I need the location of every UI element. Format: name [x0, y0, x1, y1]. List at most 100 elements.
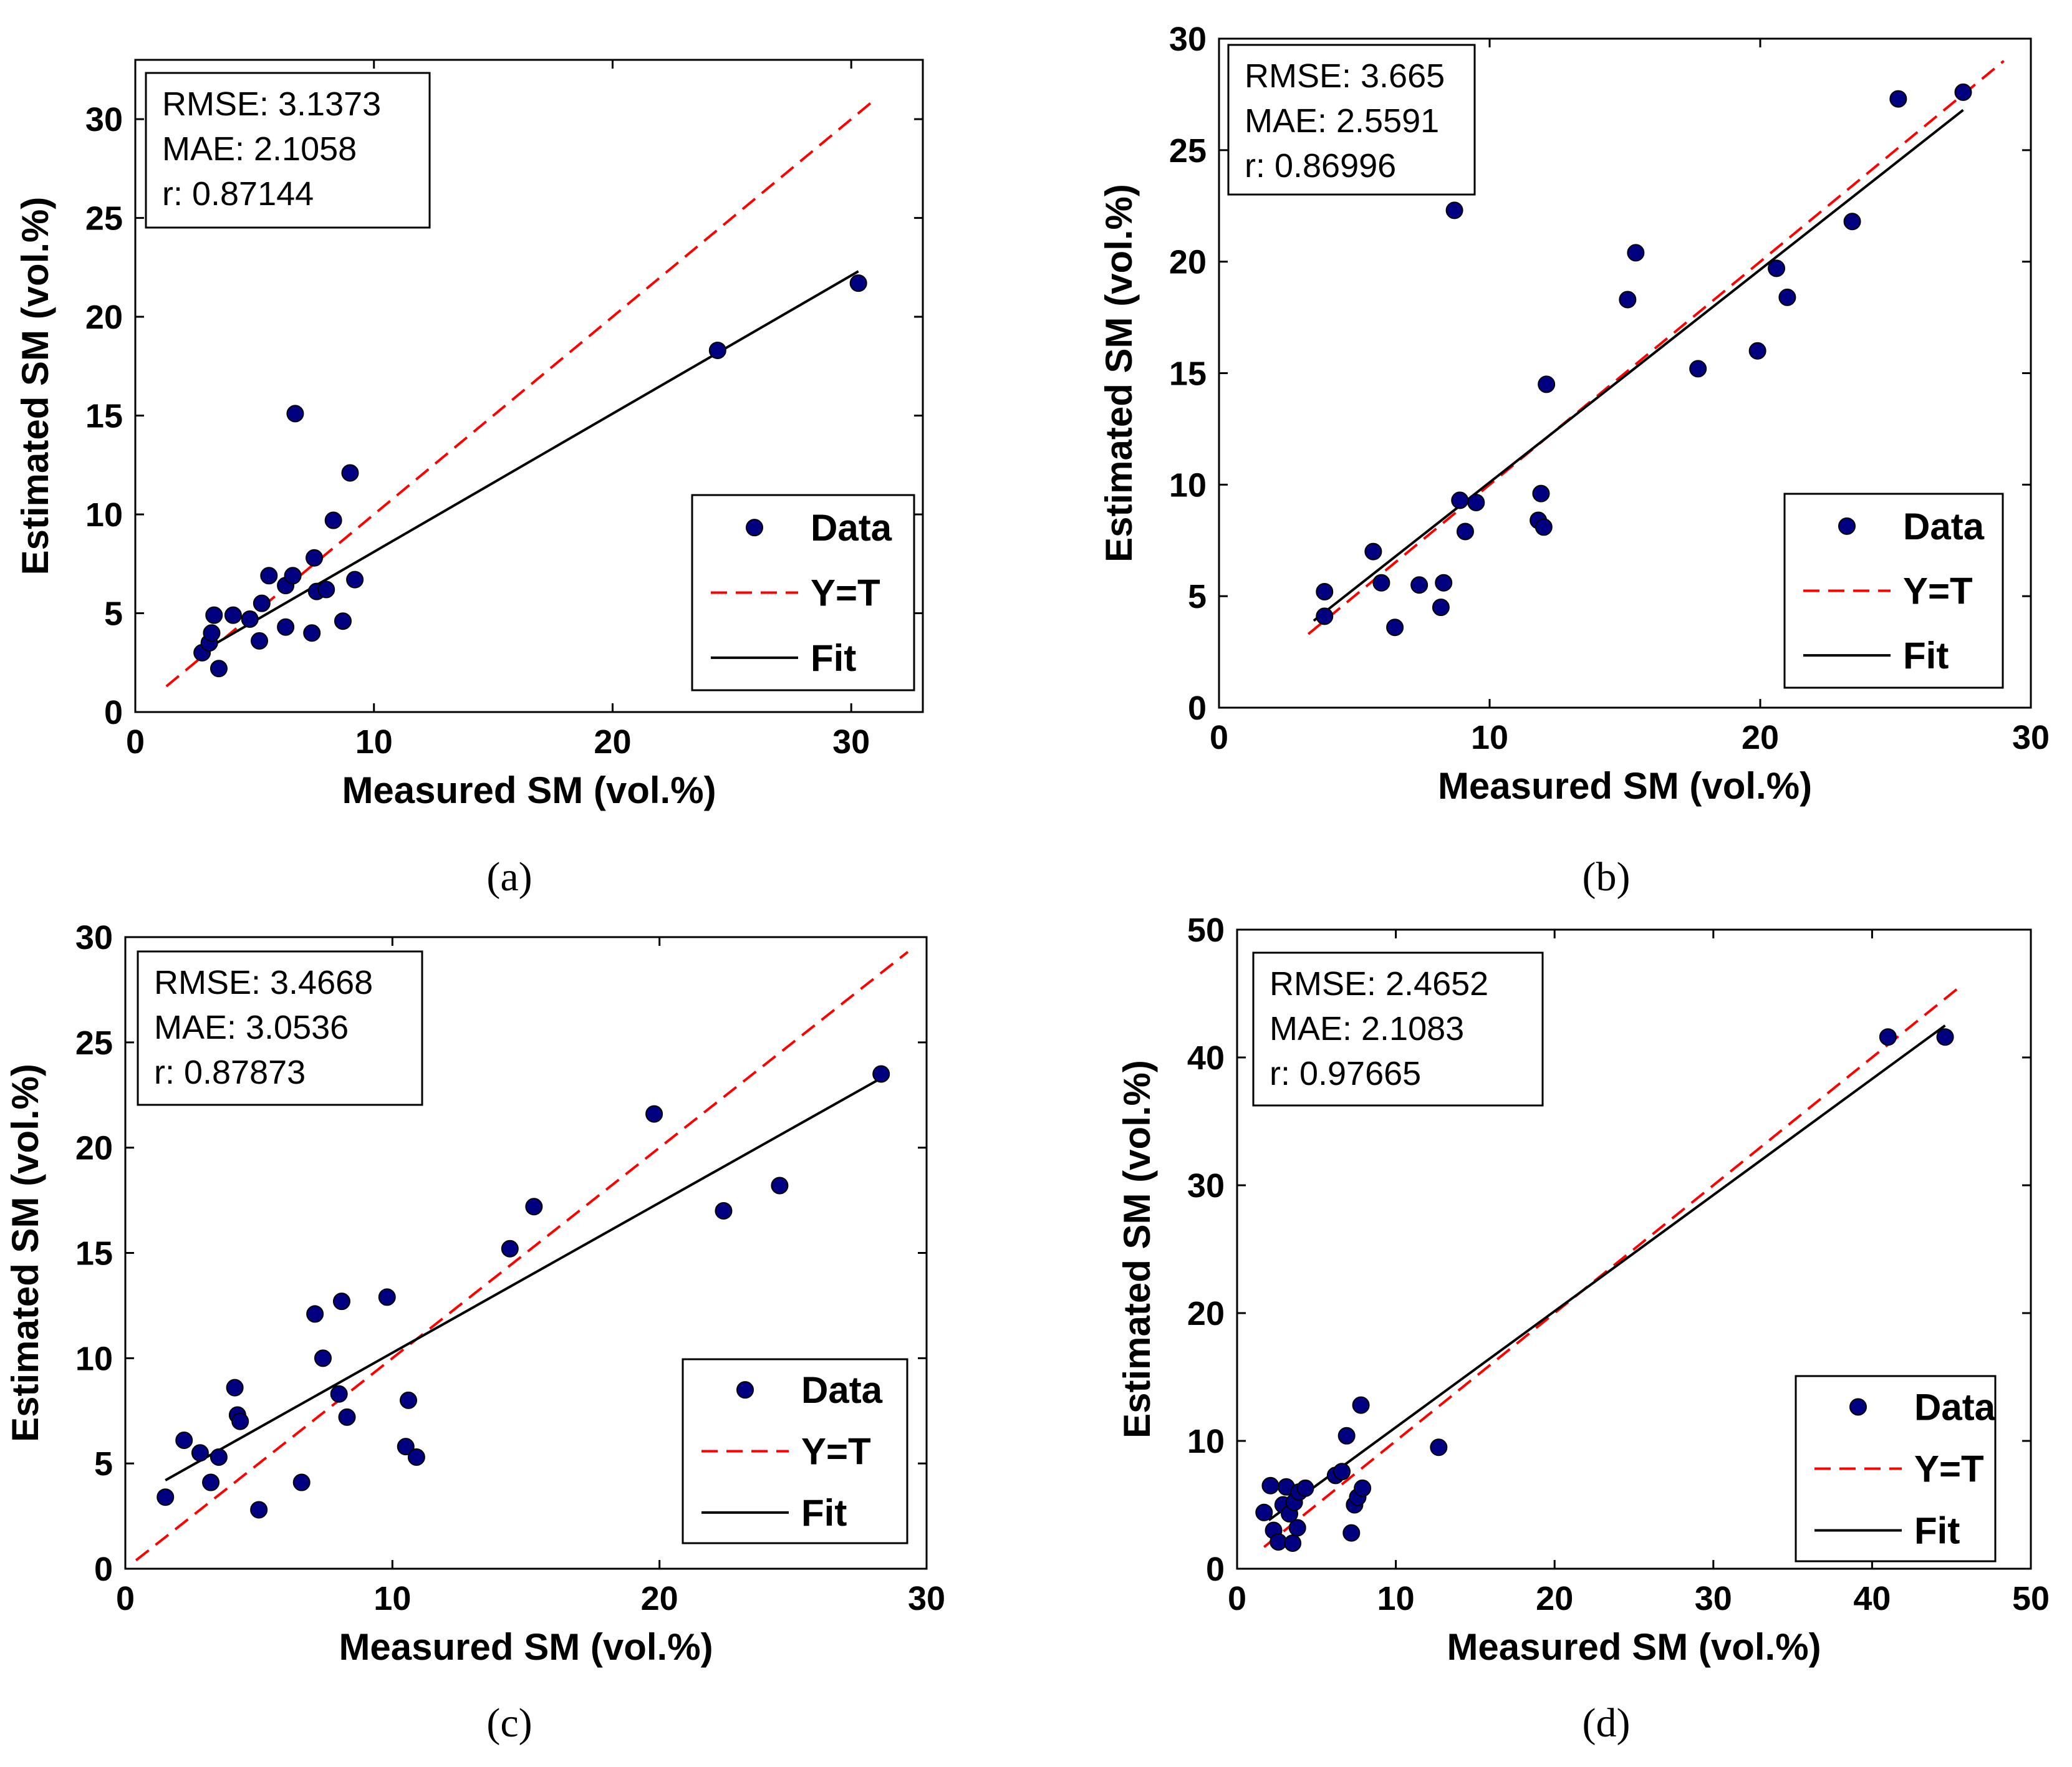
data-point	[1748, 342, 1766, 360]
stats-line: RMSE: 2.4652	[1270, 965, 1488, 1003]
x-tick-label: 40	[1853, 1580, 1891, 1617]
x-tick-label: 0	[1228, 1580, 1246, 1617]
data-point	[1364, 542, 1382, 561]
data-point	[1316, 607, 1334, 625]
data-point	[1284, 1534, 1302, 1552]
data-point	[1435, 574, 1453, 592]
x-tick-label: 30	[1695, 1580, 1732, 1617]
data-point	[1889, 90, 1907, 108]
data-point	[203, 624, 221, 642]
legend-marker-data	[1838, 517, 1856, 535]
data-point	[1354, 1479, 1372, 1497]
legend-marker-data	[1849, 1398, 1867, 1416]
legend-marker-data	[746, 519, 763, 537]
x-tick-label: 0	[126, 723, 145, 761]
data-point	[645, 1105, 663, 1123]
data-point	[1627, 244, 1645, 262]
stats-line: RMSE: 3.4668	[154, 964, 373, 1001]
panel-caption: (d)	[1583, 1700, 1631, 1746]
y-tick-label: 30	[1187, 1167, 1225, 1205]
data-point	[250, 1501, 268, 1519]
data-point	[306, 1305, 324, 1323]
data-point	[1288, 1519, 1306, 1537]
x-tick-label: 30	[2012, 719, 2050, 756]
x-tick-label: 0	[1210, 719, 1228, 756]
y-axis-label: Estimated SM (vol.%)	[4, 1064, 46, 1442]
series-line-fit	[1268, 1024, 1946, 1521]
data-point	[332, 1293, 350, 1311]
data-point	[277, 618, 295, 636]
data-point	[226, 1379, 244, 1397]
data-point	[303, 624, 321, 642]
y-tick-label: 15	[1169, 355, 1207, 393]
legend-label: Fit	[1914, 1510, 1960, 1552]
y-tick-label: 0	[1206, 1551, 1225, 1588]
x-tick-label: 50	[2012, 1580, 2050, 1617]
data-point	[330, 1385, 348, 1403]
data-point	[1619, 291, 1637, 309]
data-point	[1535, 518, 1553, 536]
data-point	[1689, 360, 1707, 378]
y-tick-label: 5	[94, 1445, 113, 1483]
data-point	[284, 567, 302, 585]
data-point	[231, 1412, 249, 1430]
y-tick-label: 50	[1187, 912, 1225, 949]
x-axis-label: Measured SM (vol.%)	[1438, 765, 1812, 807]
stats-box	[145, 72, 431, 229]
series-line-y-equals-t	[1307, 60, 2005, 635]
data-point	[1372, 574, 1390, 592]
legend-label: Y=T	[1903, 571, 1973, 612]
data-point	[1451, 491, 1469, 509]
y-tick-label: 30	[75, 919, 113, 956]
chart-panel-d: 0 10 20 30 40 50 0 10 20 30 40 50 Measured SM (vol.%…	[1116, 912, 2050, 1746]
y-tick-label: 5	[1188, 578, 1207, 615]
y-tick-label: 20	[1187, 1295, 1225, 1332]
legend-label: Y=T	[801, 1431, 871, 1473]
data-point	[157, 1488, 175, 1506]
stats-box	[1252, 951, 1544, 1107]
legend-label: Y=T	[811, 572, 880, 614]
stats-line: RMSE: 3.665	[1245, 57, 1445, 95]
data-point	[1410, 576, 1429, 594]
panel-caption: (c)	[486, 1700, 532, 1746]
stats-line: MAE: 2.5591	[1245, 102, 1439, 140]
data-point	[1342, 1524, 1361, 1542]
data-point	[324, 511, 342, 529]
legend-label: Fit	[811, 637, 856, 679]
data-point	[1333, 1463, 1351, 1481]
x-tick-label: 20	[641, 1580, 678, 1617]
stats-line: r: 0.87873	[154, 1054, 306, 1091]
y-tick-label: 25	[1169, 132, 1207, 170]
x-tick-label: 20	[594, 723, 631, 761]
data-point	[525, 1198, 543, 1216]
stats-line: r: 0.87144	[162, 175, 314, 213]
data-point	[205, 606, 223, 624]
y-tick-label: 5	[104, 595, 123, 633]
data-point	[872, 1065, 890, 1083]
data-point	[1430, 1438, 1448, 1456]
stats-line: RMSE: 3.1373	[162, 85, 381, 123]
y-axis-label: Estimated SM (vol.%)	[14, 197, 56, 575]
data-point	[292, 1473, 311, 1491]
stats-line: r: 0.97665	[1270, 1055, 1421, 1092]
legend-label: Y=T	[1914, 1448, 1984, 1490]
y-tick-label: 40	[1187, 1039, 1225, 1077]
y-axis-label: Estimated SM (vol.%)	[1116, 1060, 1158, 1438]
x-tick-label: 30	[832, 723, 870, 761]
data-point	[1936, 1028, 1954, 1046]
data-point	[1337, 1427, 1356, 1445]
x-tick-label: 20	[1536, 1580, 1573, 1617]
data-point	[1445, 201, 1463, 219]
x-tick-label: 10	[1377, 1580, 1415, 1617]
data-point	[407, 1448, 425, 1466]
data-point	[1538, 375, 1556, 393]
data-point	[1954, 83, 1972, 101]
chart-panel-b: 0 10 20 30 0 5 10 15 20 25 30 Measured SM (vol.%) Es…	[1098, 21, 2050, 900]
stats-box	[137, 950, 423, 1106]
stats-box	[1227, 44, 1476, 196]
data-point	[1456, 522, 1474, 541]
data-point	[341, 464, 359, 482]
y-tick-label: 25	[75, 1024, 113, 1062]
data-point	[715, 1201, 733, 1220]
data-point	[1386, 619, 1404, 637]
